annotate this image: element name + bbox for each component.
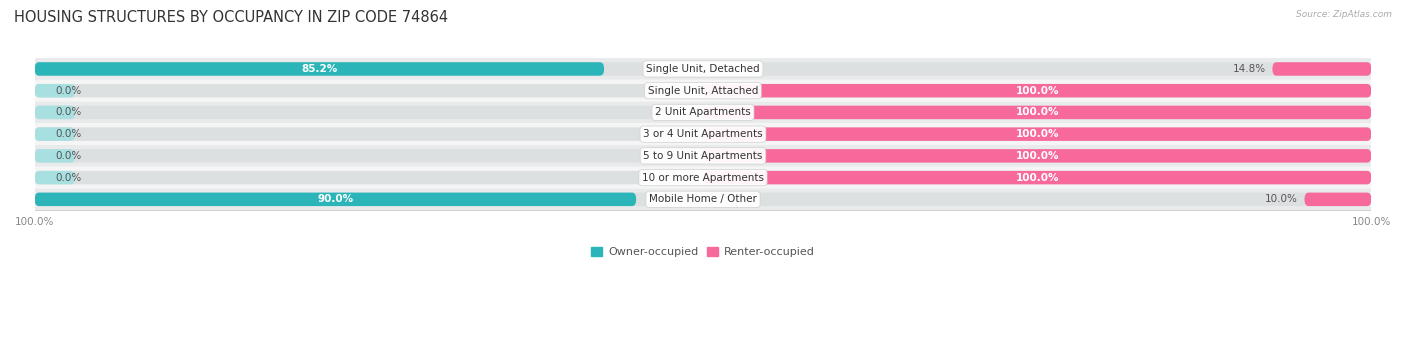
FancyBboxPatch shape — [35, 149, 1371, 163]
Text: 2 Unit Apartments: 2 Unit Apartments — [655, 107, 751, 117]
FancyBboxPatch shape — [35, 167, 1371, 189]
FancyBboxPatch shape — [35, 58, 1371, 80]
Text: 0.0%: 0.0% — [55, 107, 82, 117]
Text: 0.0%: 0.0% — [55, 86, 82, 96]
Text: 90.0%: 90.0% — [318, 194, 353, 204]
Text: Mobile Home / Other: Mobile Home / Other — [650, 194, 756, 204]
FancyBboxPatch shape — [35, 189, 1371, 210]
FancyBboxPatch shape — [35, 84, 1371, 98]
Legend: Owner-occupied, Renter-occupied: Owner-occupied, Renter-occupied — [586, 242, 820, 262]
FancyBboxPatch shape — [35, 123, 1371, 145]
FancyBboxPatch shape — [35, 128, 1371, 141]
FancyBboxPatch shape — [35, 84, 75, 98]
Text: Source: ZipAtlas.com: Source: ZipAtlas.com — [1296, 10, 1392, 19]
FancyBboxPatch shape — [35, 193, 1371, 206]
Text: 0.0%: 0.0% — [55, 173, 82, 183]
Text: Single Unit, Attached: Single Unit, Attached — [648, 86, 758, 96]
Text: 0.0%: 0.0% — [55, 151, 82, 161]
Text: 5 to 9 Unit Apartments: 5 to 9 Unit Apartments — [644, 151, 762, 161]
Text: 3 or 4 Unit Apartments: 3 or 4 Unit Apartments — [643, 129, 763, 139]
Text: HOUSING STRUCTURES BY OCCUPANCY IN ZIP CODE 74864: HOUSING STRUCTURES BY OCCUPANCY IN ZIP C… — [14, 10, 449, 25]
FancyBboxPatch shape — [703, 149, 1371, 163]
Text: 10.0%: 10.0% — [1265, 194, 1298, 204]
FancyBboxPatch shape — [35, 80, 1371, 102]
FancyBboxPatch shape — [35, 149, 75, 163]
FancyBboxPatch shape — [1305, 193, 1371, 206]
FancyBboxPatch shape — [703, 171, 1371, 184]
FancyBboxPatch shape — [35, 171, 1371, 184]
FancyBboxPatch shape — [35, 102, 1371, 123]
Text: 85.2%: 85.2% — [301, 64, 337, 74]
Text: 0.0%: 0.0% — [55, 129, 82, 139]
Text: 100.0%: 100.0% — [1015, 129, 1059, 139]
FancyBboxPatch shape — [703, 128, 1371, 141]
FancyBboxPatch shape — [35, 62, 1371, 76]
FancyBboxPatch shape — [35, 171, 75, 184]
Text: 10 or more Apartments: 10 or more Apartments — [643, 173, 763, 183]
FancyBboxPatch shape — [35, 193, 636, 206]
FancyBboxPatch shape — [703, 84, 1371, 98]
FancyBboxPatch shape — [35, 128, 75, 141]
FancyBboxPatch shape — [35, 145, 1371, 167]
FancyBboxPatch shape — [35, 106, 1371, 119]
FancyBboxPatch shape — [35, 106, 75, 119]
Text: 100.0%: 100.0% — [1015, 107, 1059, 117]
FancyBboxPatch shape — [35, 62, 605, 76]
Text: Single Unit, Detached: Single Unit, Detached — [647, 64, 759, 74]
Text: 100.0%: 100.0% — [1015, 86, 1059, 96]
Text: 100.0%: 100.0% — [1015, 151, 1059, 161]
Text: 14.8%: 14.8% — [1233, 64, 1265, 74]
FancyBboxPatch shape — [1272, 62, 1371, 76]
Text: 100.0%: 100.0% — [1015, 173, 1059, 183]
FancyBboxPatch shape — [703, 106, 1371, 119]
